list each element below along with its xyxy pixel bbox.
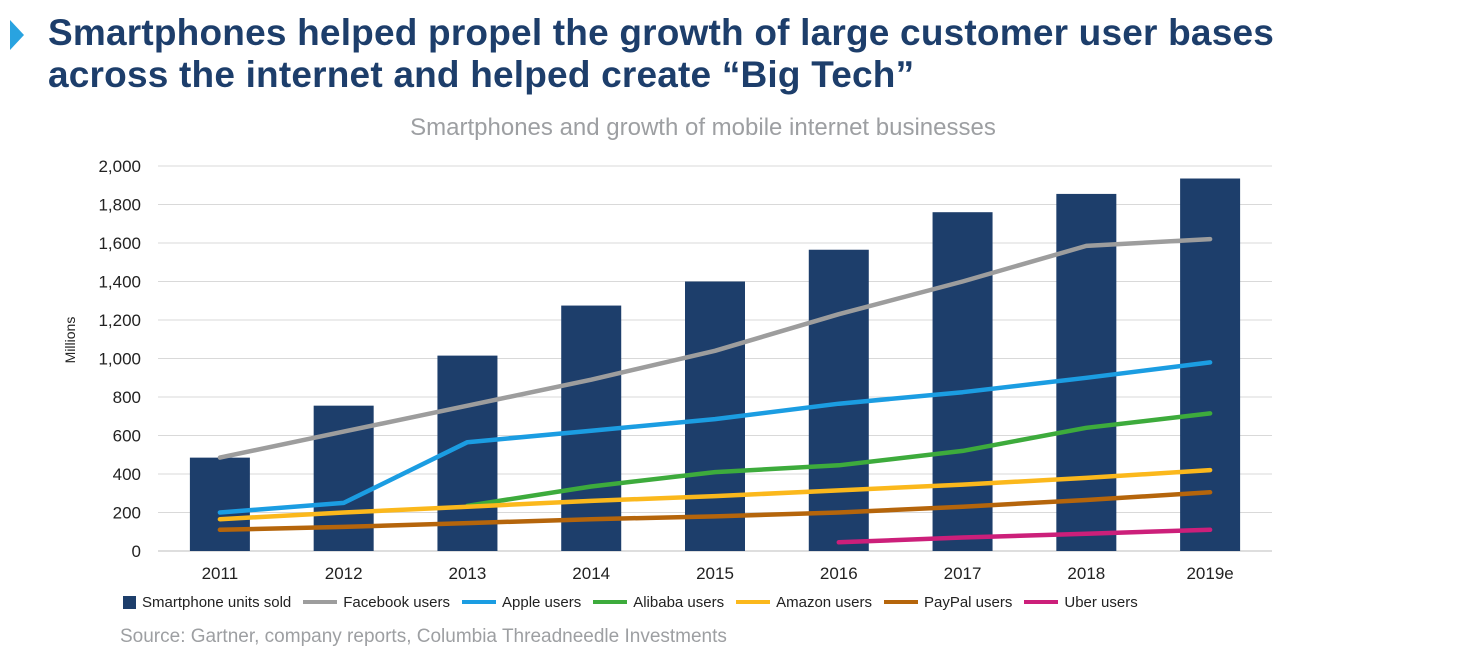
legend-swatch <box>883 600 918 604</box>
line-amazon-users <box>217 467 1213 522</box>
legend-label: Smartphone units sold <box>142 593 292 611</box>
legend-label: PayPal users <box>923 593 1013 611</box>
bar-smartphone-units <box>932 212 993 551</box>
y-tick-label: 200 <box>113 504 141 523</box>
page-title: Smartphones helped propel the growth of … <box>48 12 1274 96</box>
legend-label: Facebook users <box>343 593 450 611</box>
line-facebook-users <box>217 236 1213 460</box>
y-tick-label: 600 <box>113 427 141 446</box>
chart-legend: Smartphone units sold Facebook users Apple… <box>123 591 1150 613</box>
x-tick-label: 2012 <box>325 564 363 583</box>
line-paypal-users <box>217 490 1213 533</box>
legend-swatch <box>462 600 496 604</box>
legend-swatch <box>736 600 771 604</box>
line-uber-users <box>836 527 1213 545</box>
y-tick-label: 1,400 <box>98 273 141 292</box>
legend-label: Amazon users <box>776 593 872 611</box>
x-tick-label: 2011 <box>202 564 239 583</box>
y-tick-label: 2,000 <box>98 157 141 176</box>
x-tick-label: 2017 <box>944 564 982 583</box>
legend-swatch <box>123 595 136 609</box>
heading-arrow-icon <box>10 20 24 50</box>
legend-item: Alibaba users <box>593 594 724 611</box>
legend-item: Uber users <box>1024 593 1138 611</box>
chart-title: Smartphones and growth of mobile interne… <box>410 114 996 141</box>
legend-swatch <box>593 600 628 604</box>
line-series <box>217 236 1213 545</box>
x-tick-label: 2019e <box>1186 564 1233 583</box>
legend-label: Uber users <box>1064 593 1138 611</box>
y-tick-label: 1,800 <box>98 196 141 215</box>
x-axis-ticks: 2011 2012 2013 2014 2015 2016 2017 2018 2019e <box>202 564 1234 583</box>
y-tick-label: 1,600 <box>98 234 141 253</box>
y-axis-ticks: 0 200 400 600 800 1,000 1,200 1,400 1,600 1,800 2,… <box>98 157 141 561</box>
x-tick-label: 2016 <box>820 564 858 583</box>
x-tick-label: 2018 <box>1067 564 1105 583</box>
legend-label: Apple users <box>502 593 582 611</box>
legend-item: Facebook users <box>303 594 450 611</box>
line-apple-users <box>217 360 1213 515</box>
legend-swatch <box>1024 600 1059 604</box>
legend-label: Alibaba users <box>633 593 725 611</box>
y-tick-label: 800 <box>113 388 141 407</box>
line-alibaba-users <box>465 411 1213 509</box>
y-tick-label: 0 <box>132 542 141 561</box>
y-tick-label: 400 <box>113 465 141 484</box>
legend-item: Apple users <box>462 594 581 611</box>
page-title-line-2: across the internet and helped create “B… <box>48 54 915 95</box>
y-axis-label: Millions <box>62 317 78 364</box>
bar-smartphone-units <box>189 457 250 551</box>
legend-item: Smartphone units sold <box>123 594 291 611</box>
legend-swatch <box>303 600 338 604</box>
x-tick-label: 2015 <box>696 564 734 583</box>
y-tick-label: 1,000 <box>98 350 141 369</box>
y-tick-label: 1,200 <box>98 311 141 330</box>
x-tick-label: 2014 <box>572 564 610 583</box>
x-tick-label: 2013 <box>449 564 487 583</box>
page-title-line-1: Smartphones helped propel the growth of … <box>48 12 1275 53</box>
legend-item: Amazon users <box>736 594 872 611</box>
legend-item: PayPal users <box>883 593 1013 611</box>
source-note: Source: Gartner, company reports, Columb… <box>120 626 727 647</box>
